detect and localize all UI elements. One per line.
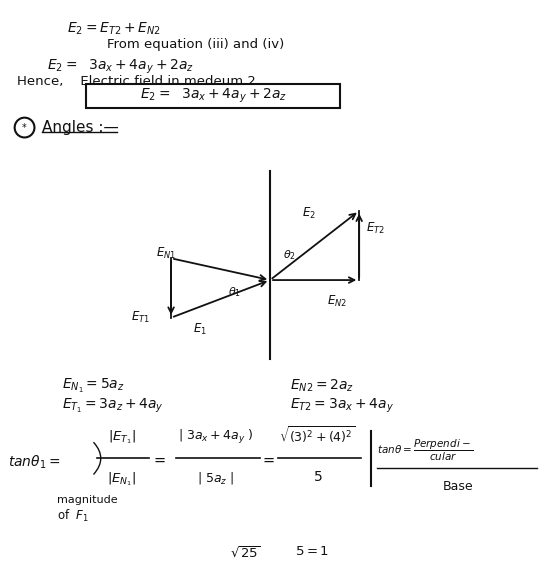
Text: $E_{N2} = 2a_z$: $E_{N2} = 2a_z$: [290, 377, 354, 394]
FancyBboxPatch shape: [86, 84, 340, 108]
Text: $E_{T2} = 3a_x + 4a_y$: $E_{T2} = 3a_x + 4a_y$: [290, 397, 394, 415]
Text: *: *: [22, 123, 27, 133]
Text: $tan\theta = \dfrac{Perpendi-}{cular}$: $tan\theta = \dfrac{Perpendi-}{cular}$: [377, 438, 474, 463]
Text: $|E_{N_1}|$: $|E_{N_1}|$: [107, 470, 136, 488]
Text: $E_{N_1} = 5a_z$: $E_{N_1} = 5a_z$: [62, 377, 125, 395]
Text: of  $F_1$: of $F_1$: [57, 508, 89, 524]
Text: $E_{T2}$: $E_{T2}$: [366, 220, 385, 236]
Text: $tan\theta_1 =$: $tan\theta_1 =$: [8, 453, 60, 471]
Text: $|\ 3a_x + 4a_y\ )$: $|\ 3a_x + 4a_y\ )$: [178, 428, 254, 447]
Text: $5 = 1$: $5 = 1$: [295, 545, 329, 559]
Text: $|\ 5a_z\ |$: $|\ 5a_z\ |$: [197, 470, 234, 486]
Text: From equation (iii) and (iv): From equation (iii) and (iv): [107, 38, 284, 52]
Text: $E_2 =\ \ 3a_x + 4a_y + 2a_z$: $E_2 =\ \ 3a_x + 4a_y + 2a_z$: [140, 87, 287, 105]
Text: $E_1$: $E_1$: [193, 321, 207, 337]
Text: $E_2 = E_{T2} + E_{N2}$: $E_2 = E_{T2} + E_{N2}$: [67, 21, 161, 37]
Text: $\theta_2$: $\theta_2$: [283, 249, 296, 262]
Text: magnitude: magnitude: [57, 495, 118, 505]
Text: $\theta_1$: $\theta_1$: [229, 285, 241, 299]
Text: Hence,    Electric field in medeum 2: Hence, Electric field in medeum 2: [17, 75, 255, 88]
Text: Base: Base: [443, 480, 473, 493]
Text: $E_2 =\ \ 3a_x + 4a_y + 2a_z$: $E_2 =\ \ 3a_x + 4a_y + 2a_z$: [47, 57, 194, 76]
Text: $E_{N2}$: $E_{N2}$: [327, 294, 347, 309]
Text: $\sqrt{25}$: $\sqrt{25}$: [230, 545, 261, 561]
Text: =: =: [262, 453, 274, 468]
Text: $|E_{T_1}|$: $|E_{T_1}|$: [108, 429, 135, 447]
Text: $E_{N1}$: $E_{N1}$: [156, 246, 176, 262]
Text: $5$: $5$: [313, 470, 322, 484]
Text: $\sqrt{(3)^2+(4)^2}$: $\sqrt{(3)^2+(4)^2}$: [279, 425, 356, 447]
Text: Angles :—: Angles :—: [42, 119, 119, 135]
Text: =: =: [153, 453, 165, 468]
Text: $E_{T1}$: $E_{T1}$: [132, 310, 150, 325]
Text: $E_{T_1} = 3a_z + 4a_y$: $E_{T_1} = 3a_z + 4a_y$: [62, 397, 164, 415]
Text: $E_2$: $E_2$: [302, 206, 316, 221]
